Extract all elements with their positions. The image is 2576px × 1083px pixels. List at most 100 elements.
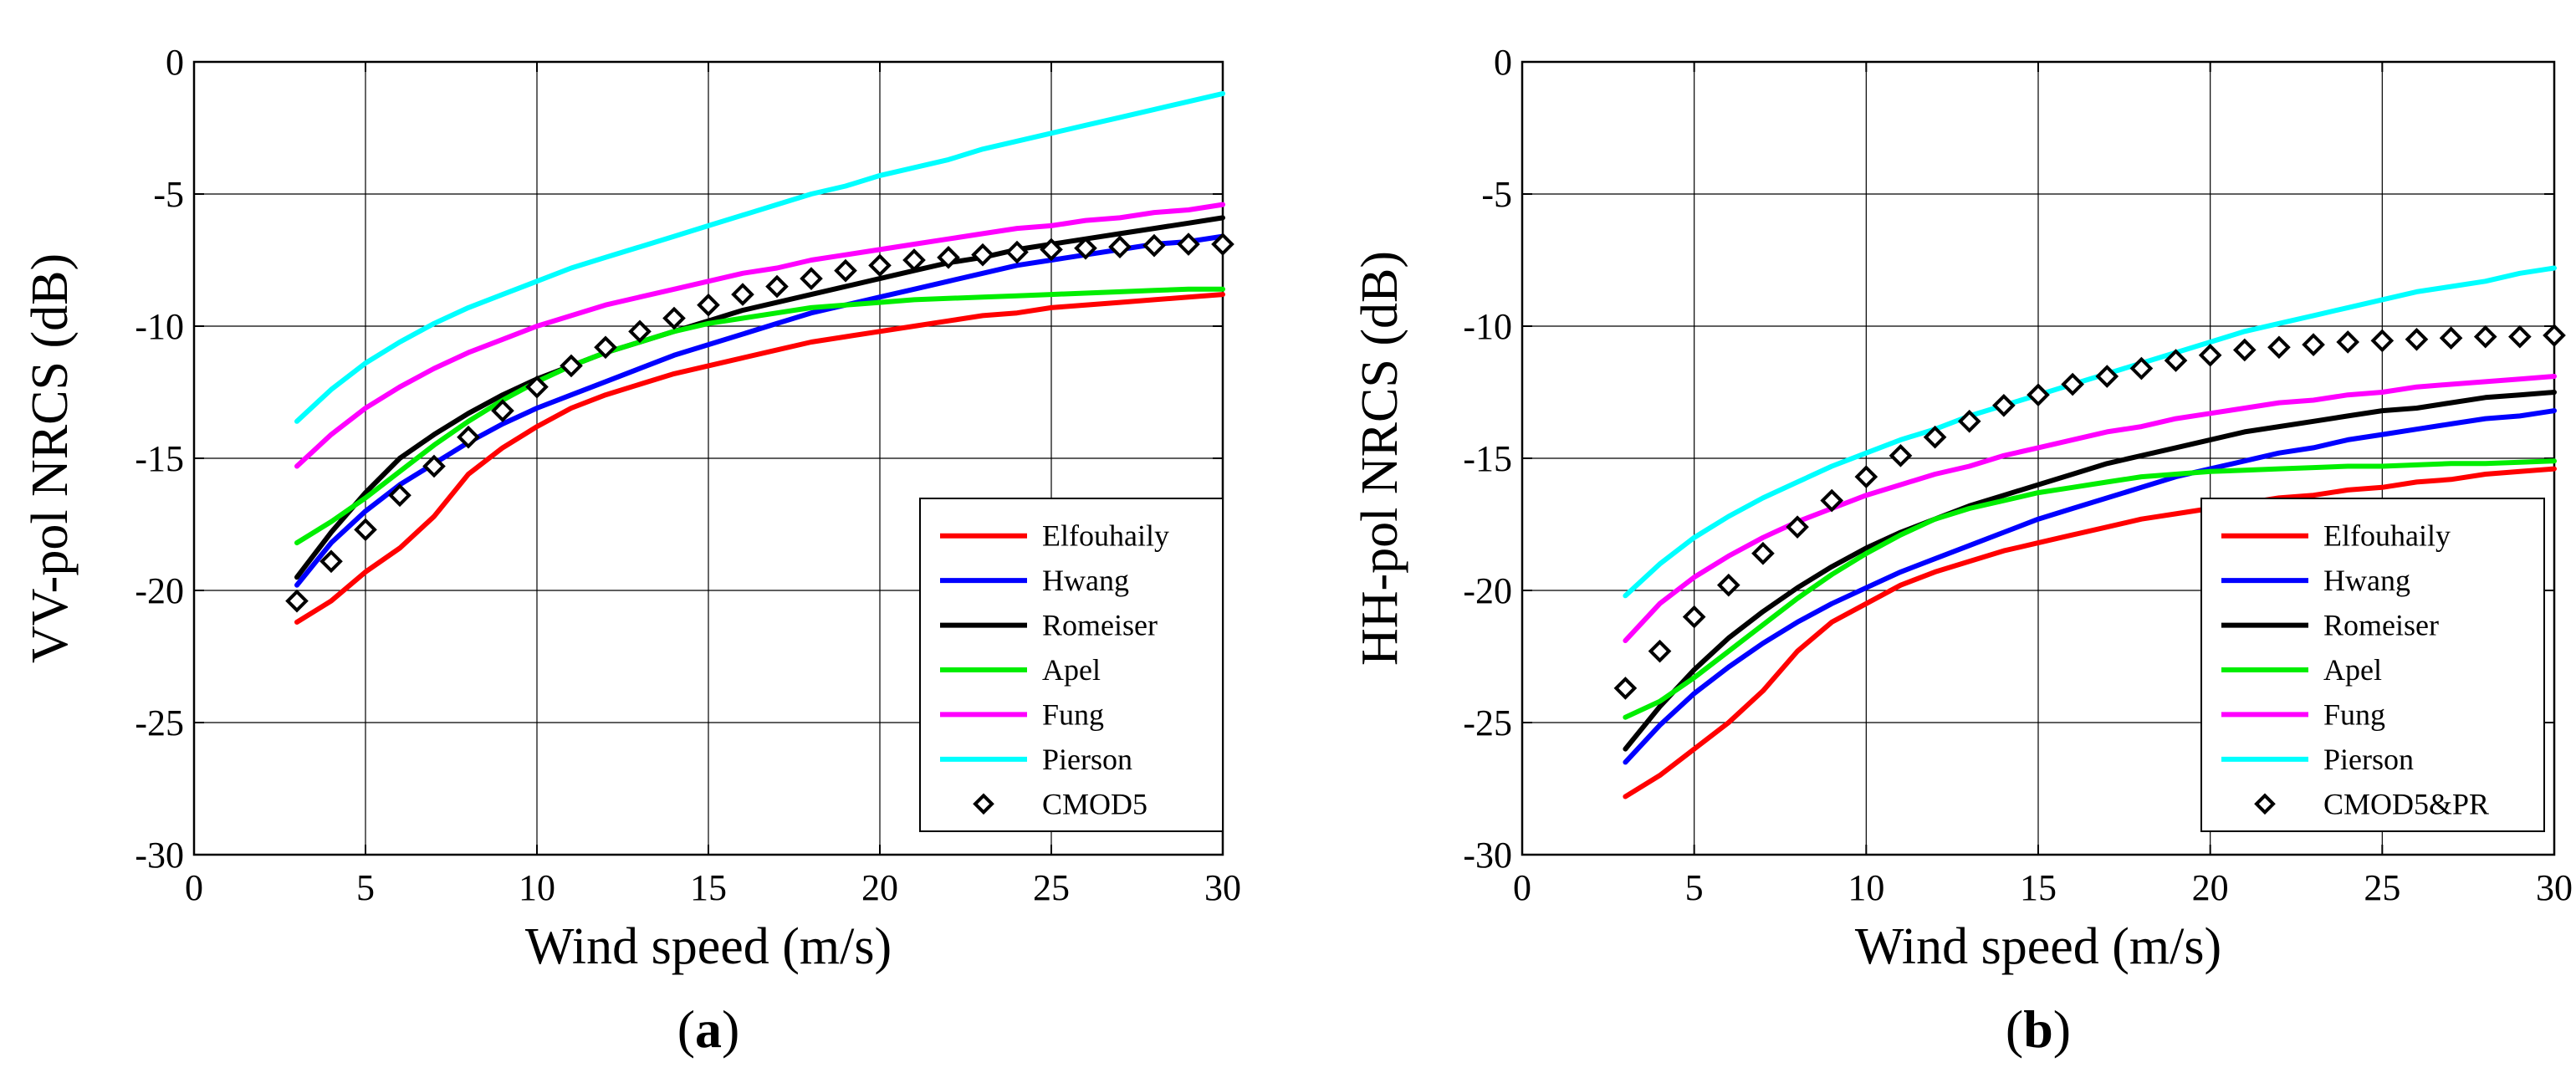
chart-a-legend-entry-cmod5-label: CMOD5 bbox=[1042, 787, 1147, 820]
chart-b-series-cmod5-pr-point bbox=[1716, 573, 1740, 597]
chart-b-legend-entry-pierson: Pierson bbox=[2221, 743, 2414, 776]
chart-a-series-cmod5-point bbox=[319, 549, 343, 574]
chart-b-series-cmod5-pr-point bbox=[2198, 343, 2222, 367]
chart-a-x-tick-label: 20 bbox=[861, 867, 898, 908]
chart-a-y-tick-label: -20 bbox=[135, 570, 184, 611]
chart-b-legend-entry-romeiser-label: Romeiser bbox=[2323, 609, 2439, 642]
chart-b-series-cmod5-pr-point bbox=[2508, 324, 2532, 349]
chart-a-y-tick-label: -15 bbox=[135, 438, 184, 479]
chart-a-series-apel bbox=[294, 286, 1225, 546]
chart-a-series-cmod5 bbox=[285, 232, 1234, 613]
chart-b-series-cmod5-pr-point bbox=[1751, 541, 1775, 565]
chart-a-legend-entry-hwang: Hwang bbox=[940, 564, 1129, 597]
chart-a-series-cmod5-point bbox=[662, 306, 686, 330]
chart-b-series-cmod5-pr-point bbox=[1613, 677, 1638, 700]
chart-b-series-pierson bbox=[1623, 265, 2557, 599]
chart-b-legend-entry-fung: Fung bbox=[2221, 697, 2385, 731]
chart-b-series-elfouhaily bbox=[1623, 466, 2557, 799]
chart-b-x-tick-label: 20 bbox=[2192, 867, 2229, 908]
chart-a-x-tick-label: 0 bbox=[185, 867, 203, 908]
chart-b-series-cmod5-pr-point bbox=[2439, 326, 2463, 350]
chart-b-y-tick-label: -30 bbox=[1463, 835, 1512, 876]
chart-b-x-tick-label: 0 bbox=[1513, 867, 1531, 908]
chart-a-series-cmod5-point bbox=[834, 258, 857, 283]
chart-a-series-cmod5-point bbox=[902, 248, 926, 272]
chart-b-series-pierson-line bbox=[1623, 265, 2557, 599]
chart-a-series-cmod5-point bbox=[1005, 240, 1029, 264]
chart-b-series-cmod5-pr-point bbox=[2061, 372, 2084, 396]
chart-b-series-cmod5-pr-point bbox=[2164, 349, 2188, 372]
chart-a-x-tick-label: 10 bbox=[519, 867, 555, 908]
chart-a-series-cmod5-point bbox=[388, 483, 411, 508]
chart-b-panel-label: (b) bbox=[2006, 999, 2071, 1059]
chart-a-legend-entry-fung: Fung bbox=[940, 697, 1104, 731]
chart-a-series-cmod5-point bbox=[491, 399, 514, 422]
chart-b-series-cmod5-pr-point bbox=[2232, 338, 2257, 362]
chart-a-series-elfouhaily-line bbox=[294, 292, 1225, 625]
chart-a-series-cmod5-point bbox=[868, 253, 892, 278]
chart-a-series-cmod5-point bbox=[765, 274, 789, 299]
chart-a-series-cmod5-point bbox=[1211, 232, 1234, 256]
chart-b-y-tick-label: -10 bbox=[1463, 306, 1512, 347]
chart-b-series-cmod5-pr-point bbox=[1854, 465, 1878, 488]
chart-b-series-romeiser-line bbox=[1623, 390, 2557, 752]
chart-a-y-tick-label: -5 bbox=[153, 174, 184, 215]
chart-a-series-cmod5-point bbox=[285, 589, 309, 613]
chart-b-legend-entry-apel: Apel bbox=[2221, 653, 2382, 687]
chart-b-series-cmod5-pr-point bbox=[2336, 330, 2360, 354]
chart-a-x-tick-label: 25 bbox=[1033, 867, 1070, 908]
chart-a-legend-entry-romeiser: Romeiser bbox=[940, 609, 1158, 642]
chart-b-series-cmod5-pr-point bbox=[2095, 365, 2119, 388]
chart-b-legend-entry-cmod5-pr-marker bbox=[2254, 793, 2276, 815]
chart-a-series-cmod5-point bbox=[800, 267, 823, 290]
chart-b-series-romeiser bbox=[1623, 390, 2557, 752]
chart-b-y-tick-label: -15 bbox=[1463, 438, 1512, 479]
chart-b-legend-entry-cmod5-pr: CMOD5&PR bbox=[2254, 787, 2489, 820]
chart-b-series-elfouhaily-line bbox=[1623, 466, 2557, 799]
chart-b-series-cmod5-pr-point bbox=[1957, 409, 1981, 433]
chart-b-legend-box bbox=[2200, 498, 2545, 832]
chart-a-legend-entry-pierson-label: Pierson bbox=[1042, 743, 1132, 776]
chart-a-series-cmod5-point bbox=[1142, 233, 1166, 258]
chart-a-series-hwang-line bbox=[294, 233, 1225, 588]
chart-a-series-romeiser bbox=[294, 215, 1225, 580]
chart-a-series-cmod5-point bbox=[457, 425, 480, 449]
chart-b-series-cmod5-pr-point bbox=[1682, 605, 1706, 629]
chart-a-legend-entry-hwang-label: Hwang bbox=[1042, 564, 1129, 597]
chart-b: 0 5 10 15 20 25 30 0 -5 -10 -15 -20 -25 -30 Elfouhaily… bbox=[1352, 42, 2573, 1059]
chart-b-legend-entry-apel-label: Apel bbox=[2323, 653, 2382, 687]
chart-b-legend-entry-elfouhaily: Elfouhaily bbox=[2221, 519, 2451, 553]
chart-b-y-axis-label: HH-pol NRCS (dB) bbox=[1352, 251, 1408, 666]
chart-b-series-cmod5-pr-point bbox=[2302, 333, 2325, 356]
chart-b-legend-entry-cmod5-pr-label: CMOD5&PR bbox=[2323, 787, 2489, 820]
chart-a-y-tick-label: 0 bbox=[166, 42, 184, 83]
chart-a-series-elfouhaily bbox=[294, 292, 1225, 625]
chart-a-series-cmod5-point bbox=[525, 375, 549, 399]
chart-a-series-pierson bbox=[294, 90, 1225, 424]
chart-a: 0 5 10 15 20 25 30 0 -5 -10 -15 -20 -25 -30 Elfouhaily… bbox=[22, 42, 1241, 1059]
chart-b-legend-entry-hwang-label: Hwang bbox=[2323, 564, 2410, 597]
chart-a-panel-label: (a) bbox=[677, 999, 740, 1059]
chart-a-legend-entry-elfouhaily-label: Elfouhaily bbox=[1042, 519, 1169, 553]
chart-b-x-tick-label: 10 bbox=[1848, 867, 1884, 908]
chart-a-series-cmod5-point bbox=[937, 246, 960, 269]
chart-b-y-tick-label: -25 bbox=[1463, 702, 1512, 743]
chart-b-x-tick-label: 30 bbox=[2536, 867, 2573, 908]
chart-a-legend-entry-cmod5-marker bbox=[973, 793, 994, 815]
chart-a-legend-entry-fung-label: Fung bbox=[1042, 697, 1104, 731]
chart-b-series-cmod5-pr-point bbox=[2370, 329, 2395, 353]
chart-b-series-cmod5-pr-point bbox=[2129, 356, 2154, 381]
chart-a-series-pierson-line bbox=[294, 90, 1225, 424]
chart-a-series-romeiser-line bbox=[294, 215, 1225, 580]
chart-a-x-tick-label: 15 bbox=[690, 867, 727, 908]
chart-a-series-cmod5-point bbox=[731, 283, 754, 306]
chart-a-series-cmod5-point bbox=[560, 354, 583, 378]
chart-b-series-apel bbox=[1623, 458, 2557, 720]
chart-a-x-tick-label: 30 bbox=[1204, 867, 1241, 908]
chart-b-x-tick-label: 25 bbox=[2364, 867, 2400, 908]
chart-b-series-cmod5-pr-point bbox=[1648, 639, 1672, 663]
chart-b-series-cmod5-pr-point bbox=[2473, 324, 2497, 349]
chart-a-series-fung bbox=[294, 202, 1225, 469]
chart-a-x-tick-label: 5 bbox=[356, 867, 375, 908]
